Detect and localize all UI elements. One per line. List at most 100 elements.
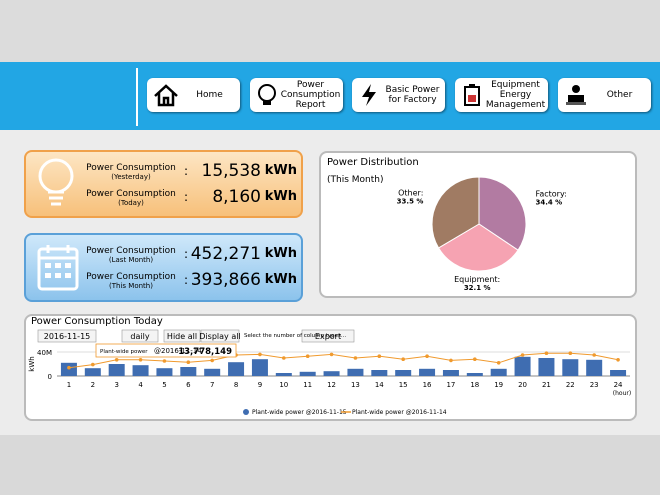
point (520, 353, 525, 357)
x-axis-label: (hour) (613, 390, 631, 397)
colon: : (184, 164, 189, 178)
x-tick-label: 22 (566, 381, 575, 389)
x-tick-label: 8 (234, 381, 238, 389)
point (258, 352, 262, 357)
legend-label: Plant-wide power @2016-11-15 (252, 409, 347, 416)
bar (84, 368, 101, 376)
y-axis-label: kWh (28, 356, 36, 371)
subtitle: (This Month) (327, 175, 383, 185)
point (186, 360, 191, 364)
today-card: Power Consumption Today 2016-11-15 daily Hi… (24, 314, 637, 421)
summary-row: Power Consumption (Last Month):452,271 kWh (76, 243, 301, 267)
nav-label: Basic Power for Factory (385, 85, 440, 105)
x-tick-label: 12 (327, 381, 336, 389)
icon (566, 85, 586, 105)
nav-label: Other (606, 90, 633, 100)
control[interactable] (301, 329, 355, 343)
nav-factory[interactable]: Basic Power for Factory (352, 78, 445, 112)
label: Power Consumption (86, 246, 176, 256)
tooltip (95, 343, 237, 358)
nav-equipment[interactable]: Equipment Energy Management (455, 78, 548, 112)
bar (204, 368, 221, 376)
line (68, 352, 619, 369)
pie-chart: Power Distribution (This Month) Factory:34… (327, 157, 567, 292)
x-tick-label: 13 (351, 381, 360, 389)
label: Power Consumption (86, 189, 176, 199)
bar (132, 365, 149, 376)
nav-label: Home (196, 90, 223, 100)
point (353, 356, 358, 360)
control[interactable] (37, 329, 97, 343)
bar (323, 371, 340, 376)
separator (136, 68, 138, 126)
value: 8,160 (212, 187, 261, 207)
x-tick-label: 18 (470, 381, 479, 389)
control-label: daily (130, 332, 149, 341)
x-tick-label: 10 (279, 381, 288, 389)
x-tick-label: 15 (399, 381, 408, 389)
y-tick-label: 0 (48, 373, 52, 381)
point (449, 358, 453, 363)
period: (Today) (118, 199, 144, 207)
colon: : (184, 273, 189, 287)
slice-value: 34.4 % (535, 199, 562, 207)
slice-label: Factory: (535, 190, 566, 199)
control[interactable] (200, 329, 240, 343)
legend-label: Plant-wide power @2016-11-14 (352, 409, 447, 416)
period: (Last Month) (108, 256, 154, 264)
point (425, 354, 429, 358)
unit: kWh (264, 246, 297, 261)
bar (490, 368, 507, 376)
point (473, 357, 477, 361)
slice-label: Equipment: (454, 275, 500, 284)
point (592, 353, 596, 357)
control[interactable] (163, 329, 201, 343)
bar (156, 368, 173, 376)
point (91, 362, 95, 367)
point (305, 354, 310, 358)
x-tick-label: 14 (375, 381, 384, 389)
unit: kWh (264, 163, 297, 178)
point (377, 354, 382, 358)
bar (108, 364, 125, 376)
period: (Yesterday) (111, 173, 151, 181)
nav-home[interactable]: Home (147, 78, 240, 112)
point (544, 351, 549, 355)
x-tick-label: 19 (494, 381, 503, 389)
summary-row: Power Consumption (Today): 8,160 kWh (76, 186, 301, 210)
point (496, 361, 501, 365)
bar (299, 371, 316, 376)
control[interactable] (121, 329, 159, 343)
nav-report[interactable]: Power Consumption Report (250, 78, 343, 112)
summary-label: Power Consumption (Last Month) (76, 247, 186, 265)
x-tick-label: 4 (138, 381, 143, 389)
bar (562, 359, 579, 376)
icon (464, 84, 480, 106)
point (282, 356, 286, 360)
bar (466, 373, 483, 376)
bar (371, 370, 388, 376)
control-label: Display all (199, 332, 240, 341)
title: Power Distribution (327, 157, 419, 168)
summary-row: Power Consumption (This Month):393,866 kWh (76, 269, 301, 293)
y-tick-label: 40M (37, 349, 52, 357)
point (138, 358, 143, 362)
unit: kWh (264, 272, 297, 287)
colon: : (184, 190, 189, 204)
nav-other[interactable]: Other (558, 78, 651, 112)
point (114, 358, 119, 362)
bar (514, 356, 531, 376)
bar (395, 370, 412, 376)
x-tick-label: 6 (186, 381, 191, 389)
x-tick-label: 9 (258, 381, 262, 389)
point (568, 351, 573, 355)
control-note: Select the number of column types... (244, 333, 346, 339)
slice-value: 33.5 % (397, 197, 424, 205)
icon (362, 84, 376, 106)
icon (258, 84, 276, 105)
title: Power Consumption Today (31, 316, 163, 327)
slice-value: 32.1 % (464, 284, 491, 292)
nav-label: Power Consumption Report (280, 80, 341, 110)
x-tick-label: 16 (423, 381, 432, 389)
summary-label: Power Consumption (Today) (76, 190, 186, 208)
